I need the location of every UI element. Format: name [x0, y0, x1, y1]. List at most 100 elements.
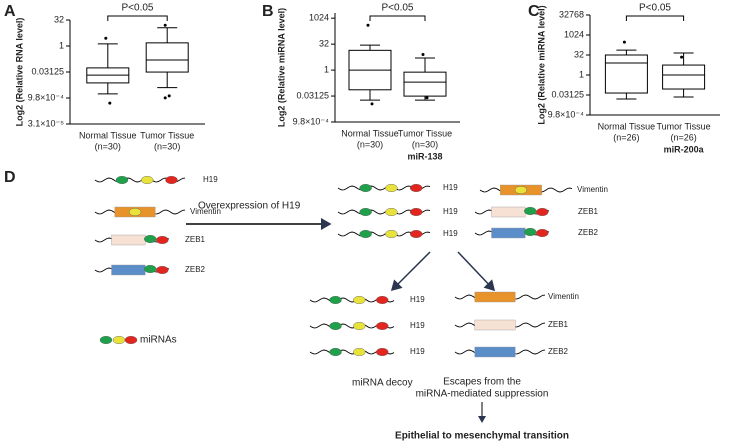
x-tick-label: Tumor Tissue — [398, 128, 452, 138]
panel-label: D — [4, 169, 16, 186]
y-tick-label: 0.03125 — [31, 66, 64, 76]
y-axis-label: Log2 (Relative miRNA level) — [536, 5, 546, 124]
annotation: P<0.05 — [639, 3, 671, 14]
gene-label: ZEB2 — [548, 347, 569, 356]
mirna — [410, 183, 423, 192]
x-axis-label: miR-200a — [664, 144, 705, 154]
mirna — [385, 229, 398, 238]
gene-label: Vimentin — [190, 207, 221, 216]
outlier — [163, 23, 167, 27]
outlier — [421, 53, 425, 57]
outlier — [104, 36, 108, 40]
x-tick-label: (n=30) — [412, 139, 438, 149]
mirna — [144, 265, 157, 274]
y-tick-label: 1024 — [309, 13, 329, 23]
y-tick-label: 32 — [574, 49, 584, 59]
x-tick-label: (n=30) — [154, 141, 180, 151]
outlier — [167, 94, 171, 98]
gene-label: H19 — [443, 183, 458, 192]
mirna — [329, 296, 342, 305]
gene-label: H19 — [443, 207, 458, 216]
gene-label: Vimentin — [577, 185, 608, 194]
panel-label: A — [4, 3, 16, 20]
annotation: P<0.05 — [382, 3, 414, 14]
mirna — [99, 336, 113, 345]
mirna — [165, 175, 178, 184]
x-tick-label: (n=26) — [670, 132, 696, 142]
mirna — [115, 175, 129, 184]
x-tick-label: Normal Tissue — [341, 128, 399, 138]
box — [145, 42, 189, 73]
x-tick-label: Normal Tissue — [598, 121, 656, 131]
mirna — [385, 183, 398, 192]
mirna — [536, 228, 549, 237]
gene-label: ZEB1 — [185, 235, 206, 244]
mirna — [376, 296, 389, 305]
mirna — [376, 322, 389, 331]
arrow-text: Overexpression of H19 — [198, 201, 301, 212]
y-tick-label: 9.8×10⁻⁴ — [293, 116, 330, 126]
mirna — [353, 296, 366, 305]
outlier — [425, 96, 429, 100]
gene-label: ZEB2 — [578, 228, 599, 237]
gene-label: Vimentin — [548, 292, 579, 301]
x-tick-label: Normal Tissue — [79, 130, 137, 140]
y-axis-label: Log2 (Relative RNA level) — [14, 18, 24, 127]
mirna — [410, 229, 423, 238]
x-tick-label: (n=30) — [95, 141, 121, 151]
mirna — [144, 234, 157, 243]
result-text: Epithelial to mesenchymal transition — [395, 431, 569, 442]
mirna — [329, 322, 342, 331]
gene-label: H19 — [203, 175, 218, 184]
gene-body — [491, 206, 526, 218]
mirna — [112, 336, 126, 345]
gene-body — [474, 346, 516, 358]
outlier — [622, 40, 626, 44]
arrow — [390, 251, 431, 292]
mirna — [359, 207, 372, 216]
y-tick-label: 9.8×10⁻⁴ — [28, 92, 65, 102]
mirna — [124, 336, 138, 345]
gene-label: H19 — [410, 295, 425, 304]
mirna — [514, 185, 528, 194]
mirna — [156, 235, 169, 244]
y-tick-label: 9.8×10⁻⁴ — [548, 109, 585, 119]
outlier — [108, 101, 112, 105]
y-tick-label: 1024 — [564, 29, 584, 39]
y-tick-label: 1 — [579, 69, 584, 79]
gene-body — [474, 319, 516, 331]
y-tick-label: 1 — [59, 40, 64, 50]
gene-body — [474, 291, 516, 303]
gene-body — [491, 227, 526, 239]
mirna — [353, 322, 366, 331]
mirna — [140, 175, 154, 184]
x-tick-label: Tumor Tissue — [140, 130, 194, 140]
y-tick-label: 1 — [324, 64, 329, 74]
arrow — [457, 251, 496, 292]
mirna — [359, 183, 372, 192]
mirna — [524, 227, 537, 236]
box — [662, 64, 706, 90]
panel-label: B — [262, 3, 274, 20]
outlier — [163, 96, 167, 100]
gene-body — [111, 234, 146, 246]
mirna — [524, 206, 537, 215]
y-tick-label: 0.03125 — [296, 90, 329, 100]
y-tick-label: 32 — [54, 14, 64, 24]
annotation: P<0.05 — [122, 3, 154, 14]
significance-bracket — [369, 15, 426, 21]
x-tick-label: Tumor Tissue — [657, 121, 711, 131]
box — [403, 71, 447, 97]
mirna — [536, 207, 549, 216]
significance-bracket — [107, 15, 168, 21]
mirna — [410, 207, 423, 216]
escape-text: Escapes from the — [443, 377, 521, 388]
gene-label: ZEB1 — [548, 320, 569, 329]
gene-label: H19 — [410, 347, 425, 356]
gene-body — [111, 264, 146, 276]
y-axis-label: Log2 (Relative miRNA level) — [276, 8, 286, 127]
outlier — [370, 102, 374, 106]
x-tick-label: (n=30) — [357, 139, 383, 149]
legend-text: miRNAs — [140, 335, 177, 346]
